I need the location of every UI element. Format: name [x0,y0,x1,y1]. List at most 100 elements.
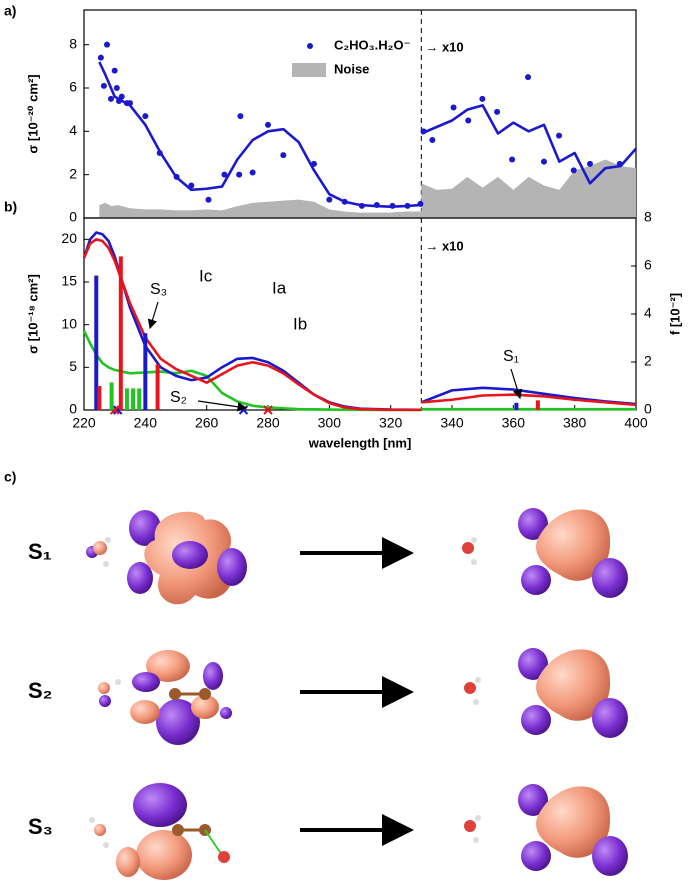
point [417,200,424,207]
point [341,198,348,205]
point [173,173,180,180]
y-tick-label: 15 [61,273,77,289]
point [111,67,118,74]
point [570,167,577,174]
annotation-arrow [197,400,248,412]
stick [514,402,519,410]
y-tick-label: 20 [61,230,77,246]
y2-tick-label: 8 [644,209,652,225]
point [97,54,104,61]
point [118,93,125,100]
panel-label: c) [4,469,16,485]
point [373,202,380,208]
point [142,113,149,120]
orbital-initial [86,510,247,605]
y2-tick-label: 6 [644,257,652,273]
line [98,61,637,209]
annotation: S₂ [170,389,187,406]
orbital-final [462,508,628,598]
point [107,95,114,102]
point [236,171,243,178]
point [494,108,501,115]
point [420,128,427,135]
stick [137,388,142,410]
point [280,152,287,159]
point [221,171,228,178]
point [541,158,547,165]
plot-frame [83,217,637,411]
area [99,159,637,218]
stick [143,333,148,410]
panel-label: a) [4,3,16,19]
orbital-final [464,648,628,738]
point [100,82,107,89]
point [479,95,486,102]
x-tick-label: 360 [502,415,526,431]
point [265,121,271,128]
point [104,41,110,48]
annotation-arrow [510,368,523,400]
point [450,104,457,111]
y2-tick-label: 0 [644,401,652,417]
y2-tick-label: 4 [644,305,652,321]
x-axis-title: wavelength [nm] [308,435,412,450]
point [404,202,411,209]
stick [109,382,114,410]
x-tick-label: 300 [318,415,342,431]
annotation-arrow [147,301,159,330]
break-note: → x10 [425,238,463,253]
line [82,231,637,412]
point [127,100,133,107]
point [556,132,563,139]
stick [118,256,123,410]
point [525,74,532,81]
annotation: S₁ [503,348,519,365]
y2-tick-label: 2 [644,353,652,369]
legend-label: Noise [334,61,369,76]
point [113,85,120,91]
point [465,117,472,124]
y-tick-label: 6 [69,79,77,95]
y-tick-label: 4 [69,122,77,138]
x-tick-label: 380 [563,415,587,431]
y-tick-label: 0 [69,209,77,225]
y-tick-label: 2 [69,165,77,181]
point [188,182,195,189]
orbital-final [464,784,628,876]
legend-label: C₂HO₃.H₂O⁻ [334,37,410,52]
y-tick-label: 8 [69,35,77,51]
point [115,98,122,104]
x-tick-label: 220 [72,415,96,431]
point [358,202,365,209]
x-tick-label: 340 [440,415,464,431]
y-tick-label: 5 [69,358,77,374]
legend-marker [292,63,326,77]
zero-stick [263,405,273,415]
annotation: S₃ [150,281,167,298]
transition-label: S₃ [28,814,53,839]
point [311,160,317,167]
orbital-initial [98,650,232,745]
transition-label: S₂ [28,678,52,703]
point [389,202,396,209]
chart: 0 5 10 15 20 0 2 4 6 8 220 240 260 280 300 320 340 360 380… [25,209,682,451]
point [509,156,516,163]
break-note: → x10 [425,39,463,54]
stick [97,386,102,410]
point [326,196,333,203]
orbital-initial [89,783,230,880]
transition-label: S₁ [28,539,52,564]
panel-label: b) [4,199,17,215]
chart: 0 2 4 6 8 σ [10⁻²⁰ cm²] → x10 Noise C₂HO₃.H₂O⁻ [25,9,637,225]
series-label: Ic [199,266,213,285]
point [249,169,256,176]
series-label: Ib [293,314,307,333]
x-tick-label: 400 [624,415,648,431]
line [82,330,636,412]
stick [94,275,99,410]
stick [535,400,540,410]
legend-marker [307,43,313,49]
y-tick-label: 0 [69,401,77,417]
stick [155,364,160,410]
